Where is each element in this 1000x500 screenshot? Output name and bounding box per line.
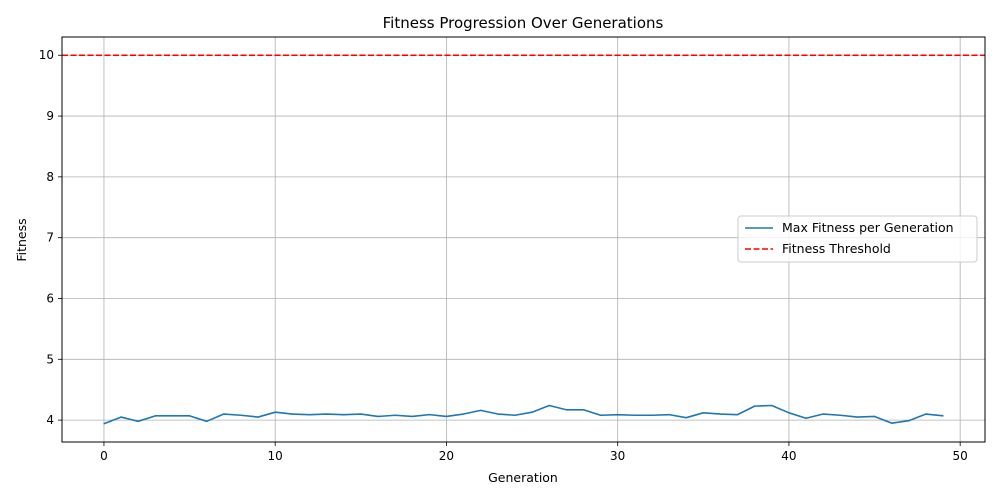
chart-title: Fitness Progression Over Generations — [383, 14, 664, 32]
max-fitness-point — [240, 414, 242, 416]
max-fitness-point — [651, 414, 653, 416]
max-fitness-point — [274, 411, 276, 413]
max-fitness-point — [531, 411, 533, 413]
max-fitness-point — [343, 414, 345, 416]
max-fitness-point — [702, 412, 704, 414]
max-fitness-point — [719, 413, 722, 415]
x-tick-label: 10 — [268, 449, 283, 463]
max-fitness-point — [771, 404, 773, 407]
max-fitness-point — [497, 413, 499, 415]
max-fitness-point — [120, 416, 122, 418]
max-fitness-point — [891, 422, 893, 424]
x-tick-label: 40 — [781, 449, 796, 463]
y-tick-label: 9 — [46, 109, 54, 123]
max-fitness-point — [582, 409, 585, 411]
max-fitness-point — [257, 416, 259, 418]
max-fitness-point — [154, 415, 156, 417]
max-fitness-point — [925, 413, 927, 415]
max-fitness-point — [754, 405, 756, 407]
max-fitness-point — [480, 409, 482, 411]
x-tick-label: 0 — [100, 449, 108, 463]
max-fitness-point — [788, 412, 790, 414]
max-fitness-point — [308, 414, 311, 416]
max-fitness-point — [617, 414, 619, 416]
max-fitness-point — [171, 415, 174, 417]
y-tick-label: 4 — [46, 413, 54, 427]
y-tick-label: 7 — [46, 231, 54, 245]
plot-frame — [61, 36, 986, 443]
max-fitness-point — [873, 415, 876, 418]
max-fitness-point — [668, 414, 670, 416]
y-tick-label: 8 — [46, 170, 54, 184]
x-axis-label: Generation — [488, 470, 558, 485]
max-fitness-point — [548, 404, 550, 407]
x-tick-label: 20 — [439, 449, 454, 463]
max-fitness-point — [462, 413, 465, 415]
max-fitness-point — [634, 414, 636, 416]
max-fitness-point — [736, 414, 739, 416]
x-tick-label: 50 — [953, 449, 968, 463]
max-fitness-point — [428, 414, 430, 416]
y-tick-label: 10 — [39, 48, 54, 62]
max-fitness-line — [103, 404, 944, 425]
max-fitness-point — [325, 413, 328, 415]
legend: Max Fitness per Generation Fitness Thres… — [737, 215, 978, 263]
max-fitness-point — [565, 409, 567, 411]
max-fitness-point — [291, 413, 293, 415]
legend-box — [737, 215, 978, 263]
max-fitness-point — [822, 413, 824, 415]
max-fitness-point — [942, 415, 944, 417]
max-fitness-point — [908, 420, 910, 422]
x-tick-label: 30 — [610, 449, 625, 463]
max-fitness-point — [856, 416, 859, 418]
max-fitness-point — [599, 414, 602, 416]
max-fitness-point — [377, 415, 379, 418]
series-layer — [62, 54, 985, 425]
max-fitness-point — [394, 414, 396, 416]
max-fitness-point — [137, 420, 139, 422]
max-fitness-point — [223, 413, 225, 415]
max-fitness-point — [188, 415, 191, 417]
max-fitness-point — [360, 413, 362, 415]
y-tick-label: 6 — [46, 291, 54, 305]
max-fitness-point — [411, 415, 413, 418]
max-fitness-point — [805, 417, 807, 419]
max-fitness-point — [206, 420, 208, 422]
max-fitness-point — [103, 423, 105, 425]
max-fitness-point — [685, 417, 687, 419]
max-fitness-point — [514, 414, 516, 416]
max-fitness-point — [839, 414, 841, 416]
max-fitness-point — [445, 415, 448, 418]
legend-label-max-fitness: Max Fitness per Generation — [782, 220, 954, 235]
ticks: 0 10 20 30 40 50 4 5 6 7 8 9 10 — [39, 48, 968, 463]
legend-label-threshold: Fitness Threshold — [782, 241, 891, 256]
y-axis-label: Fitness — [14, 218, 29, 261]
y-tick-label: 5 — [46, 352, 54, 366]
